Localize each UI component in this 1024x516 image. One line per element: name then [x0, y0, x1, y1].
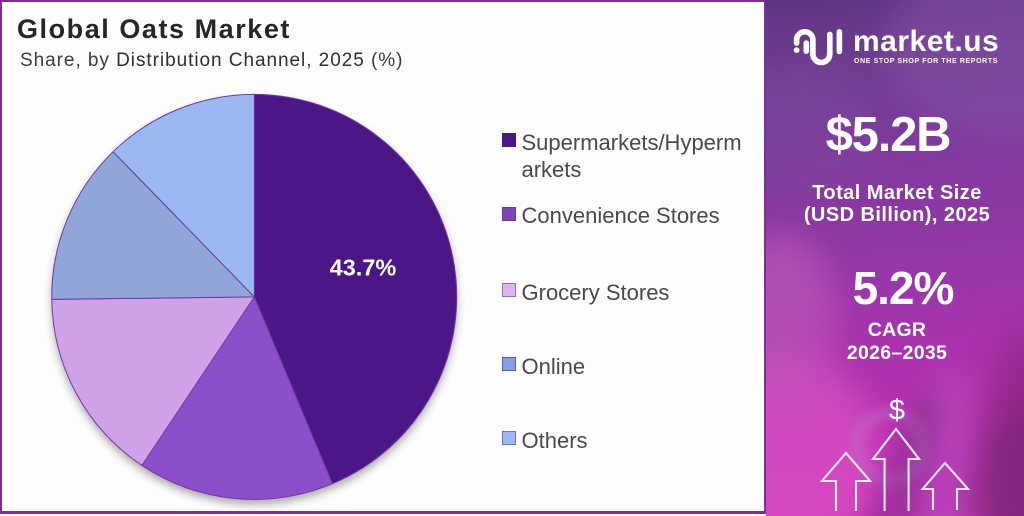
svg-text:$: $ [889, 395, 905, 427]
svg-text:market.us: market.us [853, 25, 999, 58]
svg-text:ONE STOP SHOP FOR THE REPORTS: ONE STOP SHOP FOR THE REPORTS [854, 58, 998, 65]
svg-text:43.7%: 43.7% [330, 255, 397, 281]
